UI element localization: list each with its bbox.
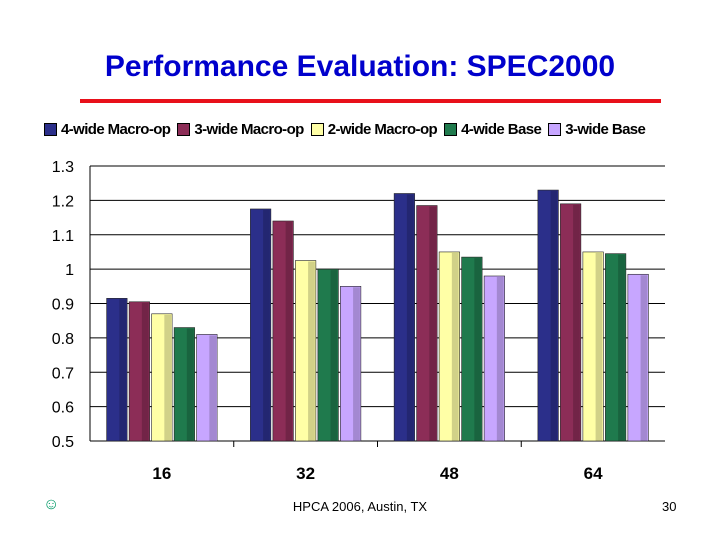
y-tick-label: 1 bbox=[65, 262, 74, 279]
bar-shade bbox=[164, 314, 172, 441]
bar-4-wide-base-64 bbox=[605, 253, 627, 442]
title-underline bbox=[80, 99, 661, 103]
bar-4-wide-macro-op-32 bbox=[250, 208, 272, 442]
y-tick-label: 0.7 bbox=[52, 365, 74, 382]
bar-shade bbox=[429, 206, 437, 441]
bar-3-wide-macro-op-48 bbox=[416, 205, 438, 442]
legend-swatch bbox=[444, 122, 458, 136]
legend-item: 2-wide Macro-op bbox=[310, 120, 438, 138]
x-tick-label: 32 bbox=[296, 464, 315, 483]
legend-swatch bbox=[310, 122, 324, 136]
legend-label: 3-wide Base bbox=[565, 120, 646, 138]
legend-swatch bbox=[44, 122, 57, 136]
bar-shade bbox=[308, 261, 315, 441]
bar-4-wide-macro-op-48 bbox=[393, 193, 415, 442]
bar-4-wide-base-32 bbox=[317, 268, 339, 442]
bar-3-wide-base-48 bbox=[483, 275, 505, 442]
bar-3-wide-macro-op-64 bbox=[560, 203, 582, 442]
bar-shade bbox=[330, 270, 338, 441]
bar-shade bbox=[186, 328, 194, 441]
y-tick-label: 0.6 bbox=[52, 400, 74, 417]
bar-shade bbox=[496, 277, 504, 441]
legend-item: 4-wide Macro-op bbox=[44, 120, 171, 138]
legend-label: 4-wide Base bbox=[461, 120, 542, 138]
legend-swatch bbox=[548, 122, 562, 136]
y-tick-label: 0.8 bbox=[52, 331, 74, 348]
bar-2-wide-macro-op-48 bbox=[438, 251, 460, 442]
bar-shade bbox=[573, 204, 580, 441]
bar-shade bbox=[595, 252, 603, 441]
bar-shade bbox=[474, 258, 482, 441]
legend-item: 3-wide Macro-op bbox=[177, 120, 304, 138]
y-tick-label: 1.2 bbox=[52, 193, 74, 210]
bar-3-wide-macro-op-16 bbox=[128, 301, 150, 442]
bar-4-wide-base-48 bbox=[461, 256, 483, 442]
bar-shade bbox=[263, 209, 270, 441]
bar-4-wide-base-16 bbox=[173, 327, 195, 442]
bar-shade bbox=[353, 287, 360, 441]
bar-shade bbox=[209, 335, 217, 441]
bar-4-wide-macro-op-16 bbox=[106, 298, 128, 442]
legend-swatch bbox=[177, 122, 191, 136]
bar-2-wide-macro-op-32 bbox=[295, 260, 317, 442]
bar-shade bbox=[618, 254, 625, 441]
slide-title: Performance Evaluation: SPEC2000 bbox=[104, 50, 616, 83]
bar-3-wide-base-32 bbox=[340, 286, 362, 442]
bar-shade bbox=[119, 299, 127, 441]
legend-label: 2-wide Macro-op bbox=[327, 120, 438, 138]
y-tick-label: 0.9 bbox=[52, 297, 74, 314]
x-tick-label: 16 bbox=[152, 464, 171, 483]
bar-shade bbox=[640, 275, 648, 441]
bar-3-wide-macro-op-32 bbox=[272, 220, 294, 442]
bar-4-wide-macro-op-64 bbox=[537, 189, 559, 442]
y-tick-label: 1.1 bbox=[52, 228, 74, 245]
legend-item: 4-wide Base bbox=[444, 120, 542, 138]
footer-conference: HPCA 2006, Austin, TX bbox=[292, 499, 428, 514]
smiley-icon: ☺ bbox=[43, 496, 60, 513]
bar-2-wide-macro-op-64 bbox=[582, 251, 604, 442]
bar-3-wide-base-64 bbox=[627, 273, 649, 442]
bar-shade bbox=[285, 222, 293, 441]
bar-3-wide-base-16 bbox=[196, 334, 218, 442]
bar-shade bbox=[550, 191, 558, 441]
bar-2-wide-macro-op-16 bbox=[151, 313, 173, 442]
bar-shade bbox=[451, 252, 459, 441]
bar-shade bbox=[141, 302, 149, 441]
page-number: 30 bbox=[662, 499, 677, 514]
x-tick-label: 64 bbox=[584, 464, 603, 483]
legend-label: 3-wide Macro-op bbox=[194, 120, 304, 138]
y-tick-label: 0.5 bbox=[52, 434, 74, 451]
y-tick-label: 1.3 bbox=[52, 159, 74, 176]
legend-label: 4-wide Macro-op bbox=[61, 120, 171, 138]
bar-shade bbox=[406, 194, 414, 441]
x-tick-label: 48 bbox=[440, 464, 459, 483]
legend-item: 3-wide Base bbox=[548, 120, 646, 138]
chart-legend: 4-wide Macro-op 3-wide Macro-op 2-wide Mac… bbox=[44, 120, 652, 138]
